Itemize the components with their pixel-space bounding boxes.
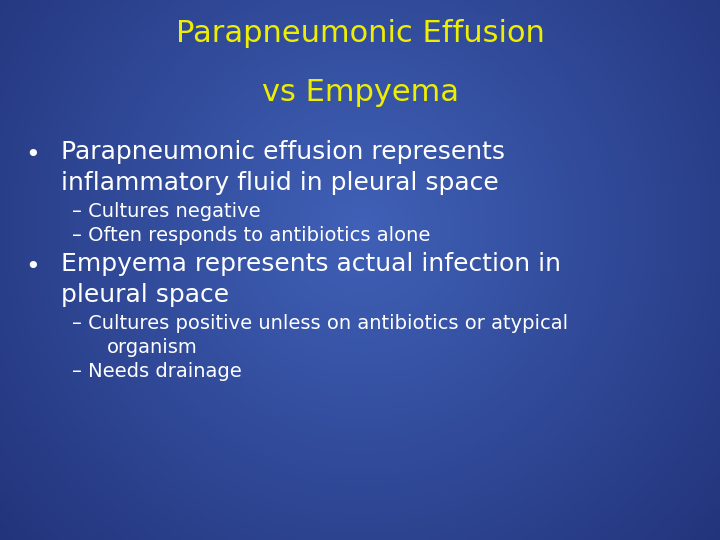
Text: – Cultures negative: – Cultures negative	[72, 202, 261, 221]
Text: Parapneumonic effusion represents: Parapneumonic effusion represents	[61, 140, 505, 164]
Text: inflammatory fluid in pleural space: inflammatory fluid in pleural space	[61, 171, 499, 195]
Text: vs Empyema: vs Empyema	[261, 78, 459, 107]
Text: pleural space: pleural space	[61, 283, 230, 307]
Text: Parapneumonic Effusion: Parapneumonic Effusion	[176, 19, 544, 48]
Text: •: •	[25, 255, 40, 279]
Text: organism: organism	[107, 338, 197, 357]
Text: Empyema represents actual infection in: Empyema represents actual infection in	[61, 252, 561, 276]
Text: •: •	[25, 143, 40, 167]
Text: – Often responds to antibiotics alone: – Often responds to antibiotics alone	[72, 226, 431, 245]
Text: – Cultures positive unless on antibiotics or atypical: – Cultures positive unless on antibiotic…	[72, 314, 568, 333]
Text: – Needs drainage: – Needs drainage	[72, 362, 242, 381]
